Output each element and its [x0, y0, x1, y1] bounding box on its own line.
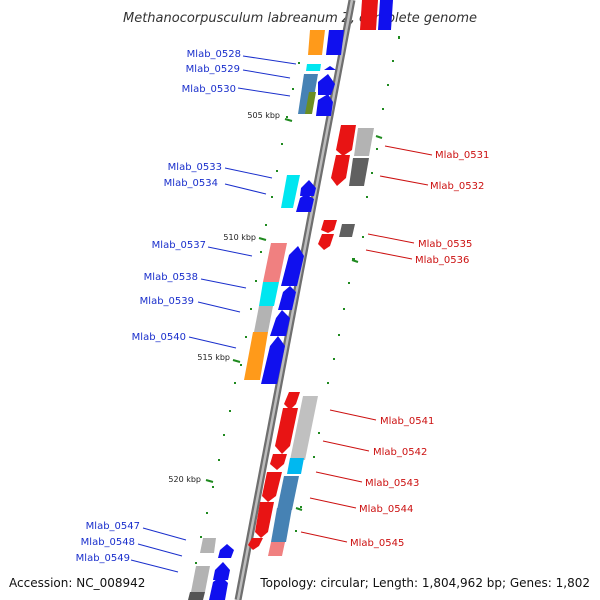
gene-label-mlab-0549: Mlab_0549 [76, 553, 130, 564]
gene-arrow [318, 74, 335, 95]
gene-arrow [378, 0, 393, 30]
gene-arrow [261, 336, 285, 384]
forward-gene-labels: Mlab_0528 Mlab_0529 Mlab_0530 Mlab_0533 … [76, 49, 241, 564]
kbp-label-505: 505 kbp [247, 111, 280, 120]
gene-label-mlab-0539: Mlab_0539 [140, 296, 194, 307]
reverse-strand-genes [248, 125, 374, 556]
gene-block [326, 30, 344, 55]
kbp-labels: 505 kbp 510 kbp 515 kbp 520 kbp [168, 111, 280, 484]
scale-ring-dots-right [295, 36, 400, 532]
gene-block [271, 508, 292, 542]
gene-arrow [296, 194, 314, 212]
gene-label-mlab-0540: Mlab_0540 [132, 332, 186, 343]
gene-label-mlab-0545: Mlab_0545 [350, 538, 404, 549]
forward-strand-genes [188, 0, 393, 600]
gene-block [349, 158, 369, 186]
gene-label-mlab-0532: Mlab_0532 [430, 181, 484, 192]
gene-arrow [248, 538, 263, 550]
topology-text: Topology: circular; Length: 1,804,962 bp… [259, 576, 590, 590]
gene-block [259, 282, 279, 306]
gene-label-mlab-0544: Mlab_0544 [359, 504, 413, 515]
accession-text: Accession: NC_008942 [9, 576, 145, 590]
gene-arrow [278, 286, 296, 310]
gene-block [287, 458, 304, 474]
gene-label-mlab-0531: Mlab_0531 [435, 150, 489, 161]
gene-label-mlab-0530: Mlab_0530 [182, 84, 236, 95]
map-title: Methanocorpusculum labreanum Z, complete… [123, 11, 477, 26]
gene-label-mlab-0536: Mlab_0536 [415, 255, 469, 266]
gene-label-mlab-0538: Mlab_0538 [144, 272, 198, 283]
gene-arrow [209, 576, 228, 600]
gene-arrow [318, 234, 334, 250]
gene-block [254, 306, 273, 332]
reverse-gene-labels: Mlab_0531 Mlab_0532 Mlab_0535 Mlab_0536 … [350, 150, 489, 549]
gene-block [306, 64, 321, 71]
gene-block [277, 476, 299, 510]
gene-arrow [255, 502, 274, 538]
gene-arrow [270, 310, 290, 336]
gene-block [281, 175, 300, 208]
gene-block [298, 74, 318, 114]
gene-arrow [336, 125, 356, 156]
gene-block [188, 592, 205, 600]
gene-block [268, 542, 285, 556]
gene-arrow [284, 392, 300, 410]
gene-arrow [270, 454, 287, 470]
gene-arrow [360, 0, 378, 30]
gene-block [339, 224, 355, 237]
gene-arrow [275, 408, 298, 454]
gene-arrow [316, 94, 333, 116]
gene-arrow [262, 472, 282, 502]
gene-label-mlab-0537: Mlab_0537 [152, 240, 206, 251]
gene-block [308, 30, 325, 55]
gene-label-mlab-0547: Mlab_0547 [86, 521, 140, 532]
scale-ring-dots-left [195, 62, 300, 564]
gene-arrow [321, 220, 337, 233]
gene-block [290, 396, 318, 460]
gene-label-mlab-0541: Mlab_0541 [380, 416, 434, 427]
gene-arrow [213, 562, 230, 580]
gene-block [305, 92, 316, 114]
gene-block [191, 566, 210, 592]
reverse-leader-lines [300, 145, 433, 543]
gene-arrow [300, 180, 316, 196]
kbp-label-510: 510 kbp [223, 233, 256, 242]
forward-leader-lines [130, 55, 297, 573]
gene-label-mlab-0542: Mlab_0542 [373, 447, 427, 458]
gene-arrow [218, 544, 234, 558]
gene-block [263, 243, 287, 282]
gene-arrow [331, 155, 350, 186]
gene-block [244, 332, 268, 380]
gene-label-mlab-0533: Mlab_0533 [168, 162, 222, 173]
gene-label-mlab-0543: Mlab_0543 [365, 478, 419, 489]
gene-label-mlab-0534: Mlab_0534 [164, 178, 218, 189]
kbp-label-520: 520 kbp [168, 475, 201, 484]
gene-label-mlab-0548: Mlab_0548 [81, 537, 135, 548]
kbp-ticks [205, 118, 383, 511]
gene-label-mlab-0528: Mlab_0528 [187, 49, 241, 60]
kbp-label-515: 515 kbp [197, 353, 230, 362]
gene-arrow [281, 246, 304, 286]
genome-backbone [234, 0, 356, 600]
gene-block [200, 538, 216, 553]
gene-label-mlab-0529: Mlab_0529 [186, 64, 240, 75]
gene-block [354, 128, 374, 156]
gene-arrow [324, 66, 336, 70]
gene-label-mlab-0535: Mlab_0535 [418, 239, 472, 250]
